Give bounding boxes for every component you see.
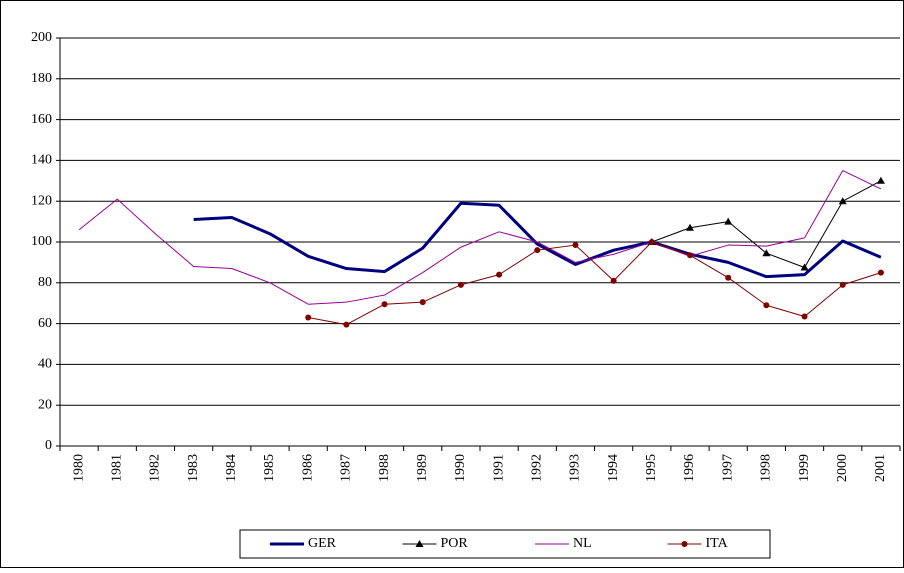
point [762, 249, 771, 257]
x-tick-label: 1992 [529, 454, 544, 482]
y-tick-label: 40 [38, 357, 52, 372]
line [193, 201, 882, 279]
legend-label: GER [308, 536, 337, 551]
legend-item: NL [535, 536, 592, 551]
x-tick-label: 2001 [873, 454, 888, 482]
legend-item: POR [402, 536, 469, 551]
y-tick-label: 80 [38, 275, 52, 290]
point [572, 242, 579, 249]
x-tick-label: 1994 [606, 454, 621, 482]
y-tick-label: 20 [38, 397, 52, 412]
point [763, 302, 770, 309]
point [457, 281, 464, 288]
series [193, 201, 882, 279]
legend-item: GER [270, 536, 337, 551]
y-tick-label: 180 [31, 71, 52, 86]
point [496, 271, 503, 278]
point [724, 217, 733, 225]
legend-label: POR [441, 536, 469, 551]
x-tick-label: 1985 [262, 454, 277, 482]
point [610, 277, 617, 284]
x-tick-label: 1995 [644, 454, 659, 482]
legend-marker [681, 541, 688, 547]
x-tick-label: 1998 [759, 454, 774, 482]
y-tick-label: 200 [31, 30, 52, 45]
point [877, 269, 884, 276]
point [686, 223, 694, 231]
point [687, 252, 693, 259]
x-tick-label: 1996 [682, 454, 697, 482]
y-tick-label: 140 [31, 153, 52, 168]
x-tick-label: 1986 [300, 454, 315, 482]
point [305, 314, 312, 321]
legend-marker [415, 540, 424, 547]
point [876, 176, 885, 184]
x-tick-label: 2000 [835, 454, 850, 482]
series [78, 170, 882, 305]
point [381, 301, 388, 308]
x-tick-label: 1981 [109, 454, 124, 482]
point [801, 313, 808, 320]
point [343, 321, 350, 328]
x-tick-label: 1984 [224, 454, 239, 482]
point [800, 263, 809, 271]
x-tick-label: 1988 [377, 454, 392, 482]
x-tick-label: 1989 [415, 454, 430, 482]
y-tick-label: 120 [31, 193, 52, 208]
x-tick-label: 1987 [339, 454, 354, 482]
line [78, 170, 882, 305]
point [725, 274, 732, 281]
point [648, 239, 655, 245]
y-tick-label: 160 [31, 112, 52, 127]
series [305, 239, 884, 328]
legend-item: ITA [667, 536, 729, 551]
y-tick-label: 100 [31, 234, 52, 249]
legend-label: NL [573, 536, 592, 551]
y-tick-label: 60 [38, 316, 52, 331]
point [534, 247, 541, 254]
x-tick-label: 1997 [720, 454, 735, 482]
point [838, 197, 847, 205]
point [419, 299, 426, 306]
line [308, 241, 882, 326]
x-tick-label: 1980 [71, 454, 86, 482]
x-tick-label: 1983 [186, 454, 201, 482]
legend-label: ITA [706, 536, 729, 551]
x-tick-label: 1999 [797, 454, 812, 482]
y-tick-label: 0 [45, 438, 52, 453]
x-tick-label: 1991 [491, 454, 506, 482]
x-tick-label: 1993 [568, 454, 583, 482]
point [839, 281, 846, 288]
series [647, 176, 885, 271]
x-tick-label: 1990 [453, 454, 468, 482]
x-tick-label: 1982 [148, 454, 163, 482]
